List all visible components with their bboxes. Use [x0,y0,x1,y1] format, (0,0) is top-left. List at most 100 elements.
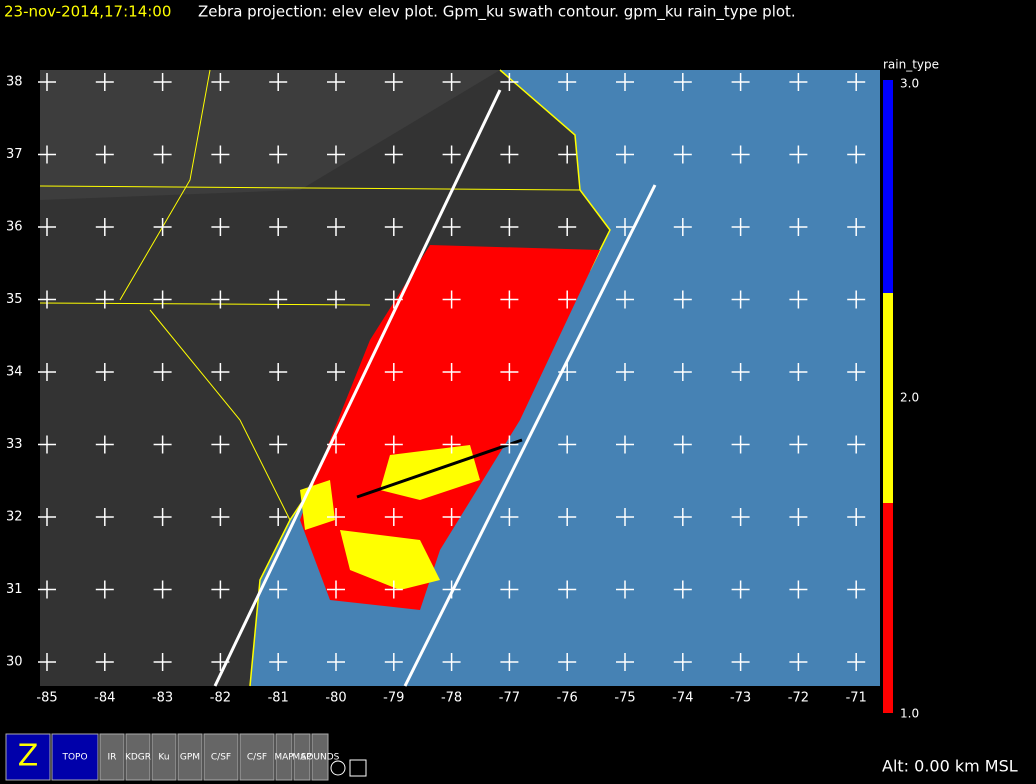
grid-cross [327,653,345,671]
lat-label: 34 [6,365,23,380]
button-icon[interactable] [349,759,367,777]
lon-label: -73 [730,691,751,706]
button-face [177,733,203,781]
button-face [125,733,151,781]
grid-cross [731,363,750,381]
grid-cross [95,435,114,454]
grid-cross [95,508,114,526]
grid-cross [38,508,56,526]
button-label: Ku [158,753,169,763]
button-label: C/SF [211,753,231,763]
grid-cross [789,363,808,381]
grid-cross [673,218,692,236]
button-face [203,733,239,781]
grid-cross [442,508,461,526]
grid-cross [558,435,577,454]
lat-label: 36 [6,220,23,235]
grid-cross [731,290,750,309]
rain-convective [300,445,480,590]
grid-cross [731,653,750,671]
time-label: 23-nov-2014,17:14:00 [4,3,171,21]
button-face [311,733,329,781]
grid-cross [847,290,866,309]
toolbar-button[interactable]: TOPO [51,733,99,781]
grid-cross [269,218,288,236]
grid-cross [269,580,288,599]
grid-cross [616,145,634,164]
grid-cross [847,580,866,599]
grid-cross [500,363,519,381]
grid-cross [500,653,519,671]
grid-cross [500,145,519,164]
toolbar-button[interactable]: IR [99,733,125,781]
grid-cross [153,580,172,599]
grid-cross [673,435,692,454]
grid-cross [731,508,750,526]
colorbar-tick: 2.0 [900,391,919,405]
toolbar-button[interactable]: Z [5,733,51,781]
grid-cross [153,363,172,381]
grid-cross [38,73,56,91]
grid-cross [616,653,634,671]
grid-cross [789,73,808,91]
grid-cross [95,218,114,236]
grid-cross [327,73,345,91]
grid-cross [847,363,866,381]
grid-cross [327,580,345,599]
lat-label: 38 [6,75,23,90]
colorbar: rain_type [883,58,939,713]
lat-label: 30 [6,655,23,670]
grid-cross [442,218,461,236]
button-label: GPM [180,753,200,763]
grid-cross [38,145,56,164]
grid-cross [442,363,461,381]
button-label: KDGR [125,753,151,763]
grid-cross [327,145,345,164]
button-face [99,733,125,781]
grid-cross [731,435,750,454]
grid-cross [384,363,403,381]
lon-label: -82 [210,691,231,706]
grid-cross [442,580,461,599]
grid-cross [153,145,172,164]
toolbar-button[interactable]: Ku [151,733,177,781]
grid-cross [211,73,230,91]
button-face [151,733,177,781]
grid-cross [673,73,692,91]
colorbar-tick: 3.0 [900,77,919,91]
grid-cross [153,218,172,236]
toolbar-button[interactable]: C/SF [239,733,275,781]
grid-cross [384,145,403,164]
grid-cross [38,653,56,671]
toolbar-button[interactable]: KDGR [125,733,151,781]
lon-label: -79 [383,691,404,706]
grid-cross [616,435,634,454]
toolbar-button[interactable]: C/SF [203,733,239,781]
lon-label: -76 [557,691,578,706]
grid-cross [384,290,403,309]
lon-label: -74 [672,691,693,706]
grid-cross [38,363,56,381]
grid-cross [95,363,114,381]
grid-cross [616,290,634,309]
terrain [40,70,500,200]
grid-cross [558,218,577,236]
grid-cross [384,653,403,671]
grid-cross [327,435,345,454]
toolbar-button[interactable]: SOUNDS [301,733,340,781]
grid-cross [211,435,230,454]
toolbar-button[interactable]: MAP [274,733,294,781]
button-label: Z [18,739,39,774]
grid-cross [789,508,808,526]
lon-label: -78 [441,691,462,706]
grid-cross [95,580,114,599]
grid-cross [847,145,866,164]
grid-cross [442,653,461,671]
button-icon[interactable] [330,760,346,776]
grid-cross [500,73,519,91]
grid-cross [731,73,750,91]
toolbar-button[interactable]: MAP [292,733,312,781]
toolbar-button[interactable]: GPM [177,733,203,781]
state-borders [39,69,581,521]
